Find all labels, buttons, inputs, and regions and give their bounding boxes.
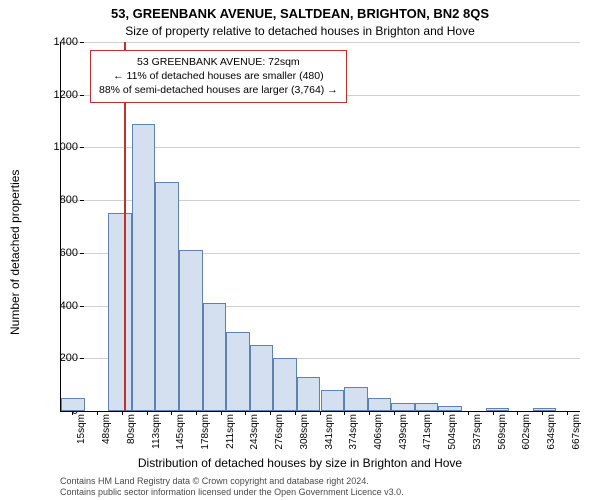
histogram-bar: [108, 213, 132, 411]
info-box: 53 GREENBANK AVENUE: 72sqm ← 11% of deta…: [90, 50, 347, 103]
x-tick-label: 243sqm: [249, 414, 260, 450]
histogram-bar: [344, 387, 368, 411]
x-tickmark: [369, 411, 370, 415]
footer-line-2: Contains public sector information licen…: [60, 487, 590, 498]
x-tickmark: [245, 411, 246, 415]
x-tickmark: [344, 411, 345, 415]
x-tickmark: [196, 411, 197, 415]
x-tick-label: 634sqm: [546, 414, 557, 450]
y-tick-label: 200: [42, 352, 78, 364]
x-tickmark: [567, 411, 568, 415]
histogram-bar: [250, 345, 274, 411]
x-tick-label: 211sqm: [225, 414, 236, 449]
x-tick-label: 276sqm: [274, 414, 285, 450]
x-tickmark: [394, 411, 395, 415]
histogram-bar: [321, 390, 345, 411]
x-tick-label: 48sqm: [101, 414, 112, 444]
x-tickmark: [270, 411, 271, 415]
histogram-bar: [533, 408, 557, 411]
x-tickmark: [147, 411, 148, 415]
chart-title-sub: Size of property relative to detached ho…: [0, 24, 600, 38]
x-tick-label: 569sqm: [497, 414, 508, 450]
x-axis-label: Distribution of detached houses by size …: [0, 456, 600, 470]
x-tick-label: 145sqm: [175, 414, 186, 450]
y-axis-label: Number of detached properties: [8, 60, 22, 225]
histogram-bar: [203, 303, 227, 411]
x-tick-label: 602sqm: [521, 414, 532, 450]
x-tick-label: 178sqm: [200, 414, 211, 450]
y-tick-label: 600: [42, 247, 78, 259]
x-tickmark: [295, 411, 296, 415]
x-tickmark: [542, 411, 543, 415]
x-tick-label: 471sqm: [422, 414, 433, 450]
x-tick-label: 667sqm: [571, 414, 582, 450]
x-tickmark: [443, 411, 444, 415]
x-tick-label: 439sqm: [398, 414, 409, 450]
histogram-bar: [368, 398, 392, 411]
histogram-bar: [391, 403, 415, 411]
histogram-bar: [415, 403, 439, 411]
property-size-chart: 53, GREENBANK AVENUE, SALTDEAN, BRIGHTON…: [0, 0, 600, 500]
x-tickmark: [97, 411, 98, 415]
y-tick-label: 400: [42, 300, 78, 312]
x-tick-label: 341sqm: [324, 414, 335, 450]
chart-title-main: 53, GREENBANK AVENUE, SALTDEAN, BRIGHTON…: [0, 6, 600, 21]
x-tick-label: 537sqm: [472, 414, 483, 450]
x-tick-label: 308sqm: [299, 414, 310, 450]
x-tick-label: 15sqm: [76, 414, 87, 444]
x-tick-label: 113sqm: [151, 414, 162, 449]
x-tickmark: [320, 411, 321, 415]
histogram-bar: [155, 182, 179, 411]
x-tick-label: 374sqm: [348, 414, 359, 450]
footer: Contains HM Land Registry data © Crown c…: [60, 476, 590, 498]
x-tickmark: [517, 411, 518, 415]
x-tick-label: 406sqm: [373, 414, 384, 450]
y-tick-label: 1200: [42, 89, 78, 101]
x-tickmark: [72, 411, 73, 415]
histogram-bar: [273, 358, 297, 411]
info-line-1: 53 GREENBANK AVENUE: 72sqm: [99, 55, 338, 69]
x-tick-label: 504sqm: [447, 414, 458, 450]
grid-line: [61, 42, 580, 43]
x-tickmark: [493, 411, 494, 415]
histogram-bar: [179, 250, 203, 411]
y-tick-label: 800: [42, 194, 78, 206]
info-line-2: ← 11% of detached houses are smaller (48…: [99, 69, 338, 83]
histogram-bar: [486, 408, 510, 411]
info-line-3: 88% of semi-detached houses are larger (…: [99, 83, 338, 97]
footer-line-1: Contains HM Land Registry data © Crown c…: [60, 476, 590, 487]
histogram-bar: [297, 377, 321, 411]
histogram-bar: [132, 124, 156, 411]
x-tickmark: [418, 411, 419, 415]
x-tick-label: 80sqm: [126, 414, 137, 444]
histogram-bar: [61, 398, 85, 411]
x-tickmark: [221, 411, 222, 415]
y-tick-label: 1400: [42, 36, 78, 48]
x-tickmark: [171, 411, 172, 415]
histogram-bar: [438, 406, 462, 411]
histogram-bar: [226, 332, 250, 411]
x-tickmark: [468, 411, 469, 415]
x-tickmark: [122, 411, 123, 415]
y-tick-label: 1000: [42, 141, 78, 153]
